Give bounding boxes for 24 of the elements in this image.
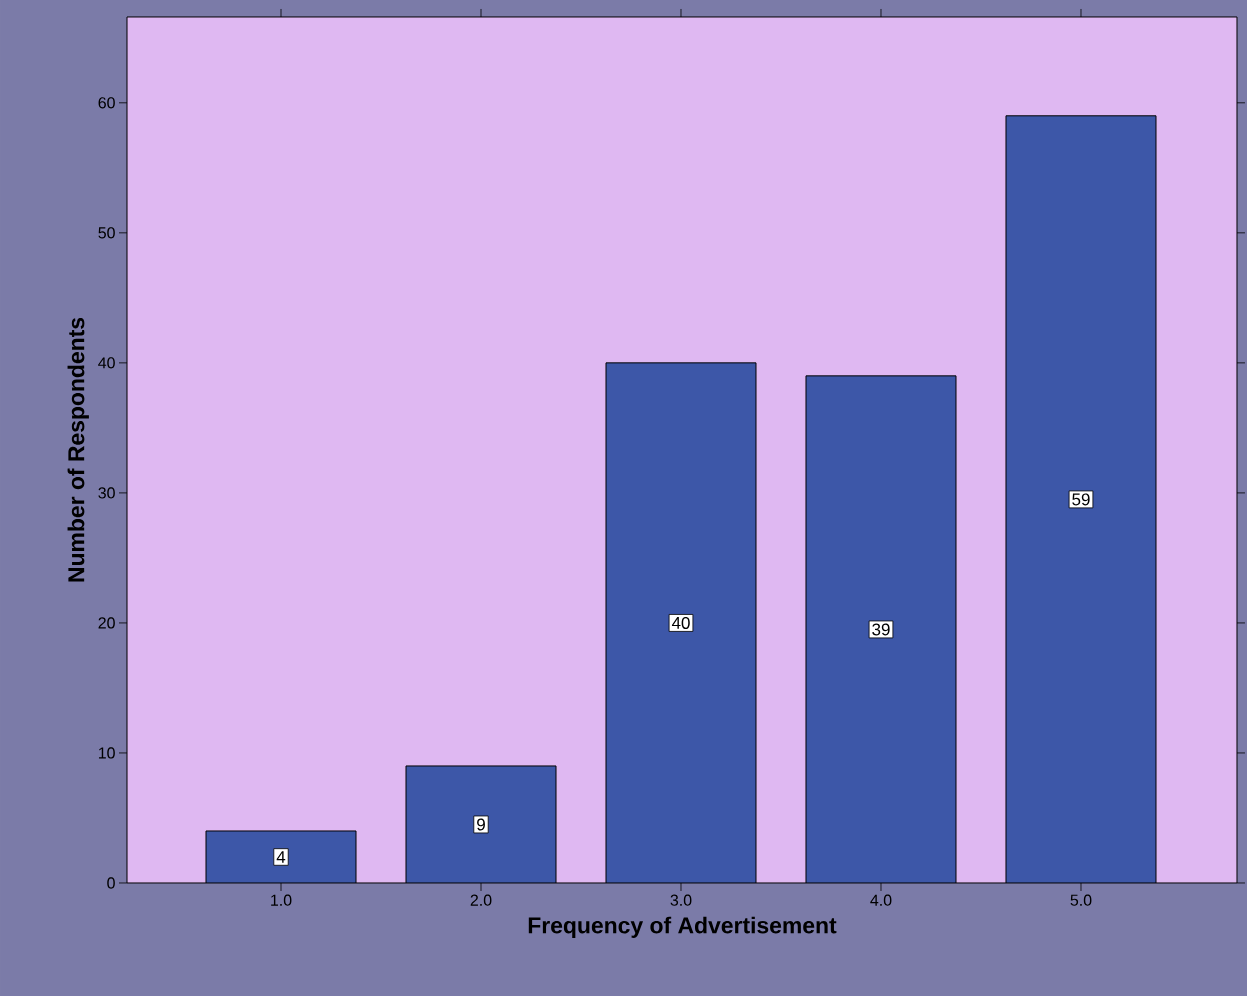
x-axis-title: Frequency of Advertisement bbox=[528, 916, 837, 938]
y-tick-label: 10 bbox=[98, 747, 115, 759]
bar bbox=[805, 375, 957, 883]
data-label: 4 bbox=[276, 851, 286, 863]
data-label: 40 bbox=[671, 616, 690, 629]
bar bbox=[205, 830, 357, 883]
y-tick-label: 0 bbox=[107, 877, 115, 889]
bar bbox=[1005, 115, 1157, 883]
x-tick-label: 4.0 bbox=[870, 894, 892, 906]
bar bbox=[406, 765, 556, 883]
data-label: 9 bbox=[477, 818, 485, 831]
y-tick-label: 30 bbox=[98, 487, 115, 499]
y-tick-label: 40 bbox=[98, 357, 115, 369]
data-label: 39 bbox=[872, 623, 890, 636]
x-tick-label: 5.0 bbox=[1070, 894, 1092, 906]
bar bbox=[605, 362, 757, 883]
x-tick-label: 1.0 bbox=[271, 894, 292, 906]
y-tick-label: 50 bbox=[98, 227, 115, 239]
y-tick-label: 60 bbox=[98, 97, 115, 109]
y-tick-label: 20 bbox=[98, 617, 115, 629]
x-tick-label: 3.0 bbox=[670, 894, 692, 906]
y-axis-title: Number of Respondents bbox=[67, 317, 89, 582]
data-label: 59 bbox=[1072, 493, 1090, 506]
x-tick-label: 2.0 bbox=[470, 894, 492, 906]
